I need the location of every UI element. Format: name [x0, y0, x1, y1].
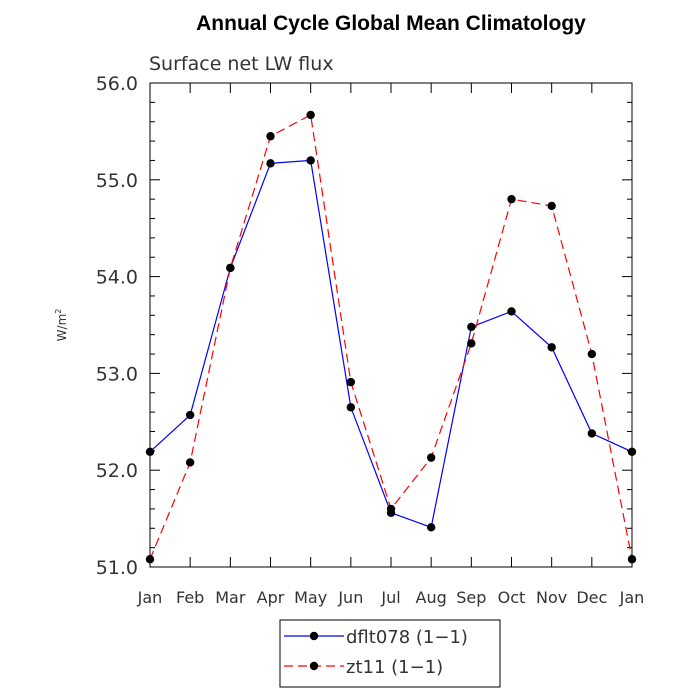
y-tick-label: 51.0 [96, 557, 138, 579]
chart-title: Annual Cycle Global Mean Climatology [196, 12, 586, 35]
y-tick-label: 54.0 [96, 267, 138, 289]
legend-marker-0 [309, 631, 319, 641]
y-tick-label: 52.0 [96, 460, 138, 482]
series-1-point [507, 194, 516, 204]
series-1-point [426, 453, 436, 462]
series-0-point [266, 159, 275, 168]
x-tick-label: Nov [536, 588, 567, 607]
series-1-point [627, 555, 637, 564]
series-0-point [426, 523, 436, 532]
series-0-point [306, 156, 315, 165]
series-1-point [467, 339, 476, 348]
x-tick-label: Oct [498, 588, 526, 607]
legend-box [279, 619, 501, 688]
x-tick-label: Mar [215, 588, 246, 607]
plot-frame [149, 82, 633, 568]
series-0-point [507, 307, 516, 316]
series-1-point [226, 263, 235, 273]
x-tick-label: Aug [416, 588, 447, 607]
y-axis-label: W/m2 [54, 309, 69, 342]
series-1-point [185, 458, 195, 467]
chart-subtitle: Surface net LW flux [149, 53, 334, 75]
x-tick-label: Jan [619, 588, 645, 607]
series-1-point [145, 555, 155, 564]
x-tick-label: Feb [176, 588, 204, 607]
x-tick-label: Jul [380, 588, 400, 607]
series-1-point [547, 201, 556, 211]
legend-label-0: dflt078 (1−1) [346, 627, 468, 648]
legend-marker-1 [309, 661, 319, 671]
series-1-point [266, 132, 275, 141]
series-0-point [346, 403, 356, 412]
x-tick-label: May [294, 588, 327, 607]
x-tick-label: Dec [576, 588, 607, 607]
axes: 51.0 52.0 53.0 54.0 55.0 56.0 Jan Feb Mar Apr May J… [96, 73, 645, 607]
y-tick-label: 56.0 [96, 73, 138, 95]
series-0-point [547, 343, 556, 352]
x-tick-label: Jun [337, 588, 363, 607]
legend-label-1: zt11 (1−1) [346, 657, 443, 678]
x-tick-label: Apr [257, 588, 285, 607]
y-tick-label: 53.0 [96, 363, 138, 385]
x-tick-label: Jan [137, 588, 163, 607]
series-1-point [386, 504, 396, 514]
series-line-1 [149, 114, 633, 560]
series-1-point [587, 349, 597, 359]
series-0-point [185, 410, 195, 420]
series [145, 110, 637, 564]
legend: dflt078 (1−1) zt11 (1−1) [279, 619, 501, 688]
series-1-point [346, 377, 356, 387]
series-1-point [306, 110, 315, 120]
series-0-point [627, 447, 637, 457]
series-0-point [587, 429, 597, 438]
series-0-point [467, 322, 476, 332]
series-line-0 [149, 159, 633, 529]
x-tick-label: Sep [456, 588, 486, 607]
series-0-point [145, 447, 155, 457]
y-tick-label: 55.0 [96, 170, 138, 192]
